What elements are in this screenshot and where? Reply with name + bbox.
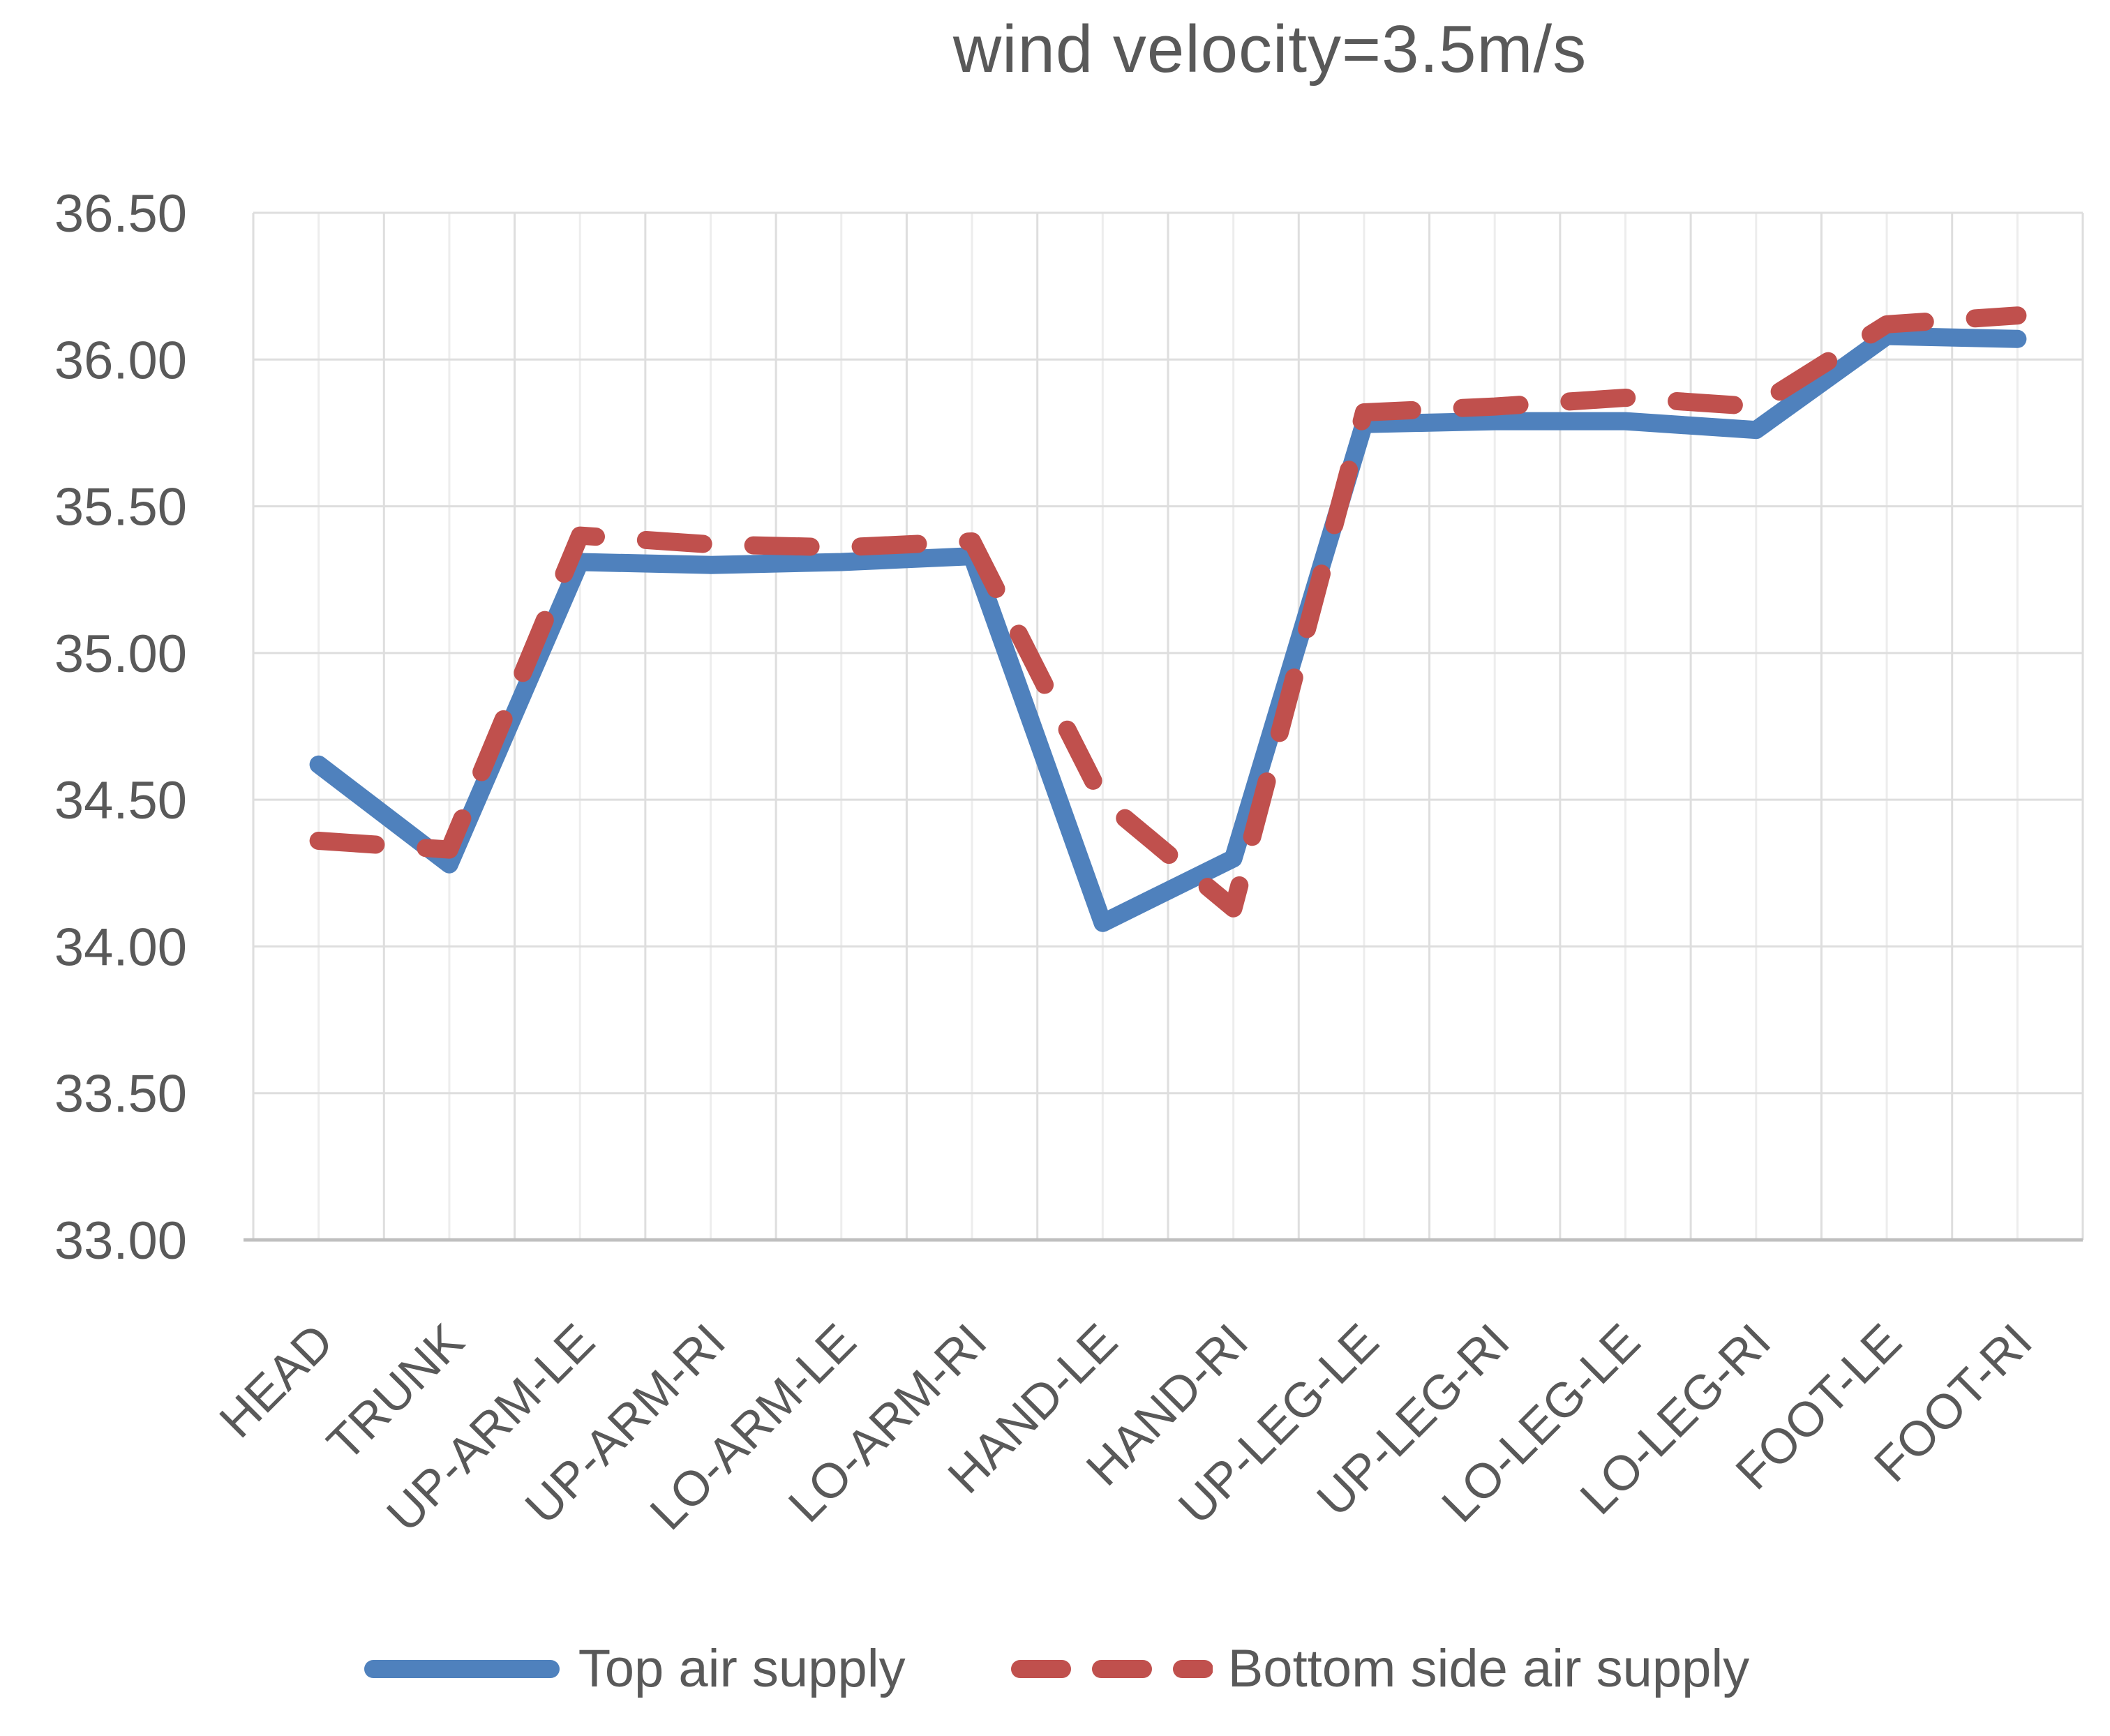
y-tick-label: 33.00: [54, 1211, 187, 1271]
y-tick-label: 35.00: [54, 624, 187, 684]
horizontal-gridlines: [253, 211, 2083, 1095]
y-axis-tick-labels: 33.00 33.50 34.00 34.50 35.00 35.50 36.00 36.50: [54, 184, 187, 1271]
series-line-top-air-supply: [309, 327, 2027, 932]
legend: Top air supply Bottom side air supply: [0, 1638, 2110, 1699]
y-tick-label: 35.50: [54, 478, 187, 537]
legend-item-bottom-side-air-supply: Bottom side air supply: [1010, 1638, 1750, 1699]
y-tick-label: 36.50: [54, 184, 187, 244]
y-tick-label: 36.00: [54, 331, 187, 390]
legend-label-top-air-supply: Top air supply: [578, 1639, 906, 1698]
y-tick-label: 34.50: [54, 771, 187, 830]
y-tick-label: 33.50: [54, 1065, 187, 1124]
legend-item-top-air-supply: Top air supply: [361, 1638, 906, 1699]
chart-title: wind velocity=3.5m/s: [952, 12, 1587, 87]
legend-label-bottom-side-air-supply: Bottom side air supply: [1227, 1639, 1750, 1698]
vertical-gridlines: [252, 213, 2084, 1240]
y-tick-label: 34.00: [54, 918, 187, 977]
legend-swatch-solid-line-icon: [364, 1659, 560, 1678]
legend-swatch-dashed-line-icon: [1010, 1659, 1213, 1678]
series-line-bottom-side-air-supply: [309, 306, 2027, 918]
x-axis-labels: HEADTRUNKUP-ARM-LEUP-ARM-RILO-ARM-LELO-A…: [209, 1313, 2042, 1541]
